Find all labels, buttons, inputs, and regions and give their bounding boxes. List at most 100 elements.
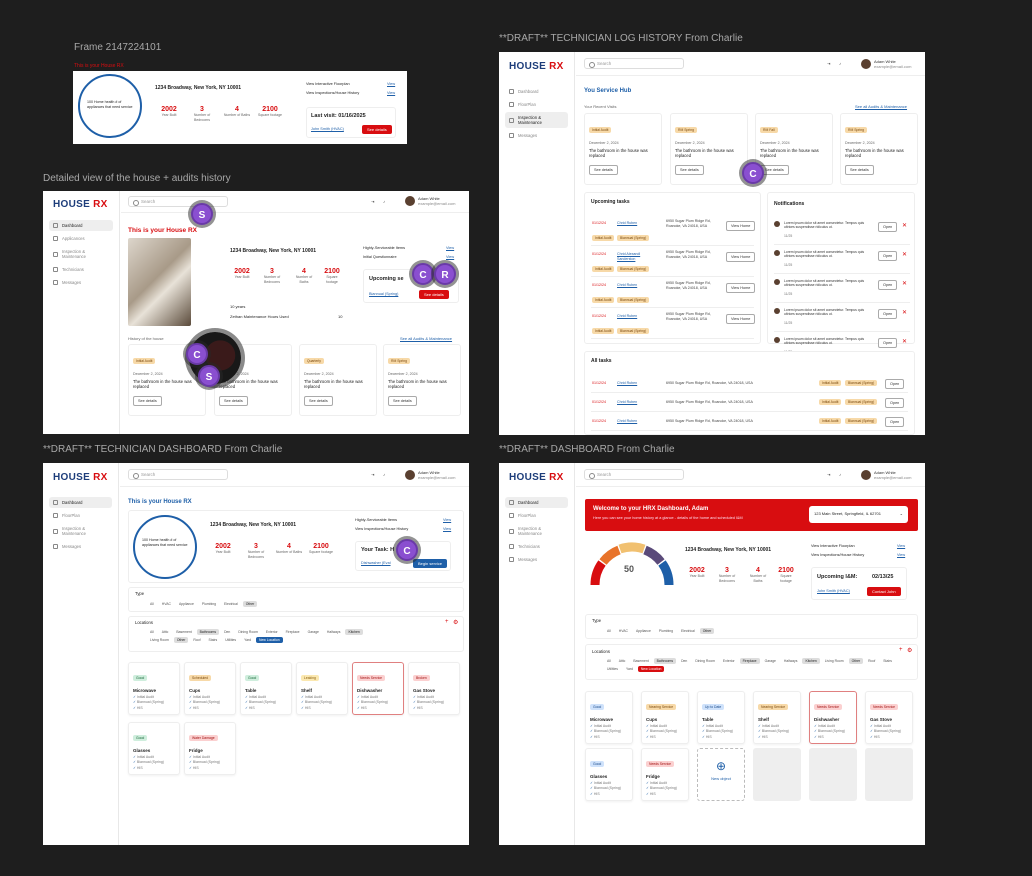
filter-chip[interactable]: Electrical [224,602,238,606]
object-card[interactable]: Nearing Service Cups Initial AuditBiannual… [641,691,689,744]
filter-chip[interactable]: Attic [618,659,626,663]
filter-chip[interactable]: All [150,602,154,606]
close-icon[interactable]: ✕ [902,310,908,316]
close-icon[interactable]: ✕ [902,339,908,345]
see-all-link[interactable]: See all Audits & Maintenance [855,104,908,109]
filter-chip[interactable]: Dining Room [695,659,715,663]
object-card[interactable]: Needs Service Dishwasher Initial AuditBian… [352,662,404,715]
filter-chip[interactable]: Stairs [208,638,218,642]
filter-chip[interactable]: Roof [868,659,876,663]
nav-messages[interactable]: Messages [49,541,112,552]
close-icon[interactable]: ✕ [902,281,908,287]
view-link[interactable]: View [443,518,452,522]
bell-icon[interactable]: ♪ [839,61,841,66]
filter-chip[interactable]: Appliance [178,602,194,606]
filter-chip[interactable]: Fireplace [285,630,300,634]
close-icon[interactable]: ✕ [902,252,908,258]
filter-chip[interactable]: Den [224,630,231,634]
nav-dashboard[interactable]: Dashboard [505,86,568,97]
see-details-button[interactable]: See details [760,165,789,175]
search-input[interactable]: Search [128,469,228,480]
see-details-button[interactable]: See details [589,165,618,175]
open-button[interactable]: Open [878,338,898,348]
filter-chip[interactable]: Fireplace [739,658,760,664]
search-input[interactable]: Search [584,469,684,480]
open-button[interactable]: Open [878,309,898,319]
filter-chip[interactable]: Other [242,601,258,607]
nav-messages[interactable]: Messages [505,554,568,565]
add-icon[interactable]: + [899,647,903,653]
object-card[interactable]: Water Damage Fridge Initial AuditBiannual … [184,722,236,775]
filter-chip[interactable]: Bathrooms [196,629,220,635]
open-button[interactable]: Open [885,398,905,408]
see-details-button[interactable]: See details [388,396,417,406]
task-name[interactable]: Chrid Ruben [617,221,638,225]
filter-chip[interactable]: Utilities [225,638,237,642]
filter-chip[interactable]: Den [681,659,688,663]
view-link[interactable]: View [446,255,455,259]
filter-chip[interactable]: Garage [307,630,319,634]
search-input[interactable]: Search [584,58,684,69]
open-button[interactable]: Open [878,251,898,261]
user-menu[interactable]: Adam White example@email.com [405,470,455,480]
user-menu[interactable]: Adam White example@email.com [861,59,911,69]
nav-inspection[interactable]: Inspection & Maintenance [505,112,568,128]
filter-chip[interactable]: All [607,659,611,663]
view-link[interactable]: View [446,246,455,250]
address-select[interactable]: 123 Main Street, Springfield, IL 62701 ⌄ [809,506,908,523]
view-home-button[interactable]: View Home [726,314,756,324]
filter-chip[interactable]: Yard [244,638,252,642]
see-details-button[interactable]: See details [675,165,704,175]
nav-messages[interactable]: Messages [505,130,568,141]
see-details-button[interactable]: See details [304,396,333,406]
logout-icon[interactable]: ⇥ [827,61,831,66]
task-name[interactable]: Chrid Ruben [617,314,638,318]
new-object-card[interactable]: ⊕ New object [697,748,745,801]
gear-icon[interactable]: ⚙ [453,620,459,626]
view-link[interactable]: View [387,82,396,86]
view-link[interactable]: View [443,527,452,531]
filter-chip[interactable]: Exterior [722,659,735,663]
filter-chip[interactable]: Living Room [824,659,844,663]
nav-floorplan[interactable]: FloorPlan [49,510,112,521]
task-name[interactable]: Chrid Alexandl Sanderston [617,252,641,261]
filter-chip[interactable]: Hallways [326,630,341,634]
filter-chip[interactable]: Bathrooms [653,658,677,664]
logout-icon[interactable]: ⇥ [827,472,831,477]
nav-inspection[interactable]: Inspection & Maintenance [505,523,568,539]
bell-icon[interactable]: ♪ [383,472,385,477]
task-tag[interactable]: Dishwasher (Eval [361,561,391,565]
view-link[interactable]: View [387,91,396,95]
object-card[interactable]: Needs Service Gas Stove Initial AuditBiann… [865,691,913,744]
view-link[interactable]: View [897,553,906,557]
filter-chip[interactable]: Plumbing [201,602,216,606]
see-details-button[interactable]: See details [419,290,449,299]
filter-chip[interactable]: Basement [633,659,649,663]
object-card[interactable]: Nearing Service Shelf Initial AuditBiannua… [753,691,801,744]
see-details-button[interactable]: See details [362,125,392,134]
filter-chip[interactable]: HVAC [618,629,628,633]
upcoming-tag[interactable]: Biannual (Spring) [369,292,399,296]
view-home-button[interactable]: View Home [726,221,756,231]
filter-chip[interactable]: Appliance [635,629,651,633]
open-button[interactable]: Open [878,280,898,290]
open-button[interactable]: Open [885,379,905,389]
bell-icon[interactable]: ♪ [839,472,841,477]
filter-chip[interactable]: Hallways [783,659,798,663]
filter-chip[interactable]: Exterior [265,630,278,634]
nav-messages[interactable]: Messages [49,277,113,288]
task-name[interactable]: Chrid Ruben [617,400,638,404]
see-details-button[interactable]: See details [219,396,248,406]
task-name[interactable]: Chrid Ruben [617,283,638,287]
filter-chip[interactable]: Stairs [883,659,892,663]
see-all-link[interactable]: See all Audits & Maintenance [400,336,453,341]
nav-appliances[interactable]: Applicances [49,233,113,244]
logout-icon[interactable]: ⇥ [371,199,375,204]
see-details-button[interactable]: See details [845,165,874,175]
open-button[interactable]: Open [885,417,905,427]
